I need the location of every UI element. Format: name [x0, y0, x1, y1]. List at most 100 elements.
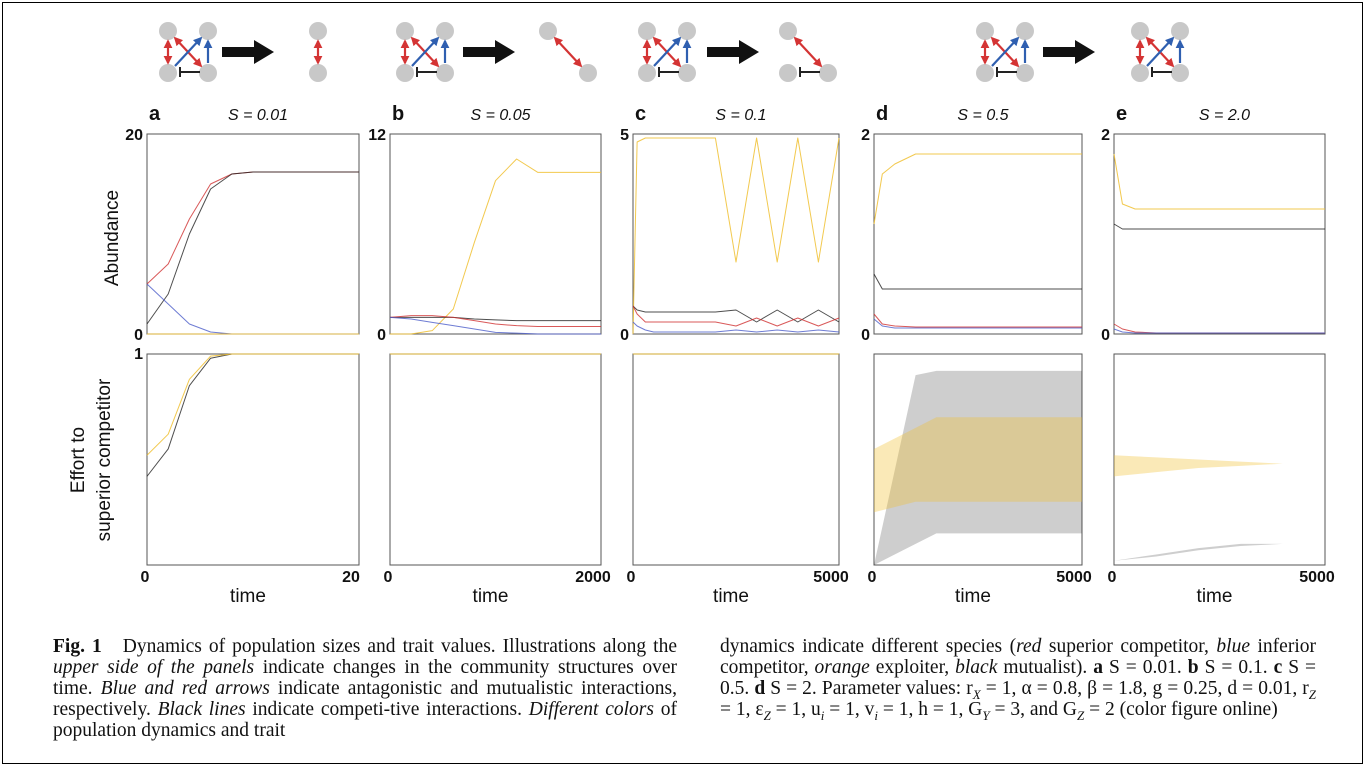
species-node — [1016, 64, 1034, 82]
effort-axis-label-line1: Effort to — [68, 427, 89, 493]
y-tick-label: 0 — [620, 327, 629, 344]
panel-title: S = 2.0 — [1199, 107, 1250, 124]
caption-text: S = 0.01. — [1103, 657, 1188, 678]
series-line-red — [873, 313, 1082, 328]
caption-text: indicate antagonistic and mutualistic in… — [53, 678, 677, 720]
y-tick-label: 1 — [134, 346, 143, 363]
community-diagrams — [159, 22, 1189, 82]
antagonistic-arrow — [411, 36, 440, 67]
series-line-orange — [146, 353, 359, 456]
caption-text: of population dynamics and trait — [53, 699, 677, 741]
species-node — [976, 64, 994, 82]
x-tick-label: 0 — [141, 569, 150, 586]
series-line-red — [632, 305, 840, 327]
series-line-red — [389, 315, 601, 327]
species-node — [819, 64, 837, 82]
series-group-c-abundance — [632, 137, 840, 335]
diagram-a — [159, 22, 327, 82]
caption-text: = 1, v — [824, 699, 875, 720]
x-tick-label: 0 — [868, 569, 877, 586]
caption-emph: blue — [1216, 636, 1250, 657]
x-tick-label: 0 — [627, 569, 636, 586]
species-node — [1131, 22, 1149, 40]
caption-text: mutualist). — [997, 657, 1094, 678]
y-tick-label: 5 — [620, 127, 629, 144]
series-group-a-effort — [146, 353, 359, 477]
species-node — [396, 22, 414, 40]
diagram-c — [638, 22, 837, 82]
series-group-d-effort — [874, 370, 1082, 565]
series-line-black — [146, 353, 359, 477]
series-group-e-abundance — [1113, 153, 1325, 334]
subscript: Z — [1076, 707, 1085, 723]
abundance-plot-frame — [389, 133, 602, 335]
transition-arrow-icon — [222, 40, 274, 64]
species-node — [436, 64, 454, 82]
caption-text: indicate changes in the community struct… — [53, 657, 677, 699]
caption-right-column: dynamics indicate different species (red… — [720, 636, 1316, 723]
x-tick-label: 0 — [1108, 569, 1117, 586]
caption-emph: Different colors — [528, 699, 654, 720]
caption-part-label: d — [754, 678, 766, 699]
effort-plot-frame — [873, 353, 1083, 566]
subscript: i — [820, 707, 825, 723]
panel-a: a S = 0.01 0 20 1 0 20 time — [125, 103, 360, 607]
species-node — [199, 22, 217, 40]
series-line-red — [146, 171, 359, 285]
series-line-blue — [873, 318, 1082, 329]
series-line-black — [632, 305, 840, 323]
effort-plot-frame — [1113, 353, 1326, 566]
panel-b: b S = 0.05 0 12 0 2000 time — [368, 103, 611, 607]
caption-text: Dynamics of population sizes and trait v… — [122, 636, 677, 657]
panel-letter: c — [635, 103, 646, 125]
subscript: Z — [763, 707, 771, 723]
series-band-orange — [874, 417, 1082, 513]
y-tick-label: 0 — [377, 327, 386, 344]
panel-title: S = 0.1 — [715, 107, 766, 124]
caption-text: S = 0.1. — [1198, 657, 1274, 678]
caption-text: = 1, ε — [720, 699, 764, 720]
caption-emph: orange — [814, 657, 870, 678]
panel-letter: d — [876, 103, 888, 125]
abundance-plot-frame — [873, 133, 1083, 335]
y-tick-label: 20 — [125, 127, 143, 144]
species-node — [436, 22, 454, 40]
series-line-orange — [873, 153, 1082, 225]
series-line-blue — [632, 321, 840, 333]
panel-title: S = 0.05 — [470, 107, 530, 124]
species-node — [678, 64, 696, 82]
series-group-d-abundance — [873, 153, 1082, 329]
caption-text: = 1, u — [770, 699, 821, 720]
panel-letter: a — [149, 103, 161, 125]
series-line-black — [1113, 223, 1325, 230]
caption-text: = 1, h = 1, G — [878, 699, 983, 720]
series-line-black — [390, 316, 601, 322]
abundance-axis-label: Abundance — [102, 190, 123, 286]
species-node — [638, 22, 656, 40]
antagonistic-arrow — [174, 36, 203, 67]
caption-text: S = 0.5. — [720, 657, 1316, 699]
y-tick-label: 0 — [134, 327, 143, 344]
species-node — [539, 22, 557, 40]
subscript: X — [972, 686, 981, 702]
series-line-black — [146, 171, 359, 325]
species-node — [159, 64, 177, 82]
caption-text: indicate competi-tive interactions. — [245, 699, 529, 720]
panel-title: S = 0.5 — [957, 107, 1008, 124]
transition-arrow-icon — [463, 40, 515, 64]
effort-plot-frame — [632, 353, 840, 566]
caption-emph: upper side of the panels — [53, 657, 255, 678]
series-band-black — [874, 370, 1082, 565]
transition-arrow-icon — [1043, 40, 1095, 64]
x-axis-label: time — [473, 586, 509, 607]
panel-d: d S = 0.5 0 2 0 5000 time — [861, 103, 1092, 607]
caption-emph: Black lines — [157, 699, 246, 720]
x-tick-label: 20 — [342, 569, 360, 586]
x-axis-label: time — [955, 586, 991, 607]
subscript: i — [874, 707, 879, 723]
x-axis-label: time — [1197, 586, 1233, 607]
caption-part-label: b — [1187, 657, 1199, 678]
caption-emph: Blue and red arrows — [100, 678, 270, 699]
